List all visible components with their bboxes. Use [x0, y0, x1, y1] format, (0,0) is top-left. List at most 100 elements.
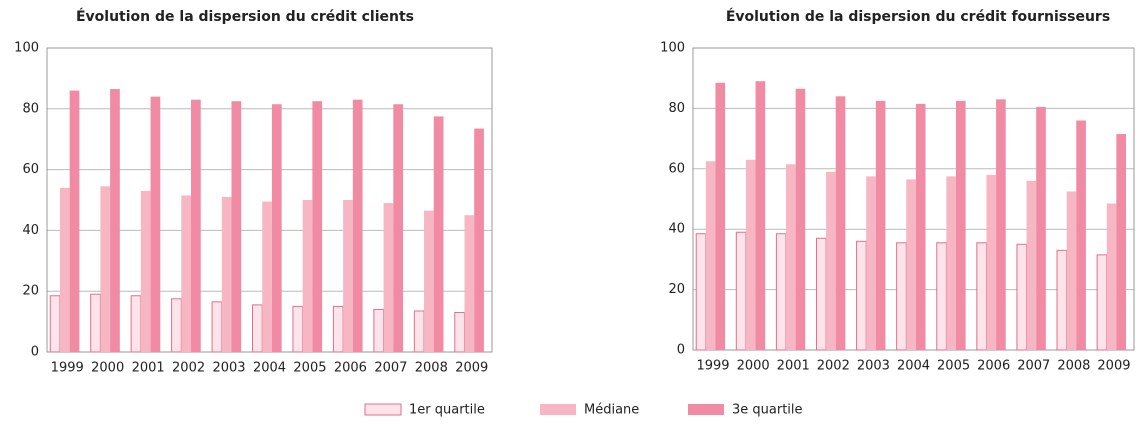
- bar: [130, 295, 142, 353]
- bar: [191, 99, 201, 353]
- bar: [946, 176, 956, 350]
- bar: [181, 195, 192, 352]
- bar: [302, 200, 313, 352]
- y-tick-label: 80: [668, 101, 685, 116]
- bar: [332, 305, 344, 353]
- bar: [1016, 243, 1028, 351]
- y-tick-label: 40: [22, 223, 39, 238]
- bar: [695, 233, 707, 351]
- legend-swatch: [688, 404, 724, 415]
- x-tick-label: 2007: [1017, 359, 1050, 374]
- bar: [875, 100, 886, 350]
- x-tick-label: 2009: [1097, 359, 1130, 374]
- bar: [735, 231, 747, 351]
- bar: [1066, 191, 1077, 350]
- bar: [1056, 249, 1068, 351]
- y-tick-label: 100: [14, 41, 39, 56]
- legend-label: Médiane: [584, 403, 639, 418]
- bar: [343, 200, 353, 352]
- bar: [433, 116, 444, 353]
- bar: [464, 215, 475, 352]
- bar: [262, 201, 272, 352]
- x-tick-label: 2008: [415, 361, 448, 376]
- x-tick-label: 2007: [374, 361, 407, 376]
- bar: [786, 164, 796, 350]
- bar: [866, 176, 876, 350]
- x-tick-label: 2001: [777, 359, 810, 374]
- bar: [976, 242, 987, 351]
- x-tick-label: 2002: [172, 361, 205, 376]
- x-tick-label: 2005: [937, 359, 970, 374]
- x-tick-label: 2009: [455, 361, 488, 376]
- chart-title: Évolution de la dispersion du crédit cli…: [76, 8, 414, 25]
- x-tick-label: 2006: [977, 359, 1010, 374]
- bar: [90, 293, 101, 353]
- x-tick-label: 2004: [253, 361, 286, 376]
- bar: [996, 99, 1006, 350]
- bar: [100, 186, 111, 352]
- bar: [171, 298, 182, 353]
- bar: [140, 190, 151, 352]
- y-tick-label: 40: [668, 222, 685, 237]
- bar: [413, 310, 425, 353]
- bar: [856, 240, 867, 351]
- bar: [915, 103, 926, 351]
- bar: [221, 196, 232, 352]
- legend-swatch: [540, 404, 576, 415]
- y-tick-label: 0: [31, 345, 39, 360]
- x-tick-label: 2000: [91, 361, 124, 376]
- bar: [715, 82, 726, 350]
- bar: [986, 174, 997, 350]
- bar: [896, 242, 907, 351]
- bar: [795, 88, 806, 351]
- x-tick-label: 2006: [334, 361, 367, 376]
- bar: [1026, 180, 1037, 350]
- y-tick-label: 100: [660, 41, 685, 56]
- x-tick-label: 2004: [897, 359, 930, 374]
- bar: [906, 179, 916, 350]
- bar: [1106, 203, 1117, 350]
- bar: [936, 242, 947, 351]
- x-tick-label: 2003: [857, 359, 890, 374]
- bar: [424, 210, 434, 352]
- bar: [474, 128, 484, 352]
- legend-label: 1er quartile: [409, 403, 485, 418]
- x-tick-label: 2008: [1057, 359, 1090, 374]
- bar: [373, 308, 385, 353]
- chart-title: Évolution de la dispersion du crédit fou…: [726, 8, 1110, 25]
- bar: [955, 100, 966, 350]
- bar: [826, 171, 836, 350]
- bar: [211, 301, 223, 353]
- bar: [231, 101, 242, 352]
- bar: [454, 311, 465, 353]
- bar: [150, 96, 161, 352]
- bar: [1096, 254, 1108, 351]
- bar: [755, 81, 766, 350]
- y-tick-label: 60: [668, 161, 685, 176]
- x-tick-label: 2001: [132, 361, 165, 376]
- y-tick-label: 0: [677, 343, 685, 358]
- x-tick-label: 2005: [293, 361, 326, 376]
- x-tick-label: 2000: [737, 359, 770, 374]
- bar: [312, 101, 323, 352]
- bar: [383, 203, 394, 352]
- x-tick-label: 1999: [51, 361, 84, 376]
- bar: [1116, 134, 1126, 350]
- bar: [835, 96, 846, 350]
- bar: [110, 89, 120, 352]
- y-tick-label: 20: [22, 284, 39, 299]
- x-tick-label: 2003: [212, 361, 245, 376]
- legend-swatch: [364, 403, 402, 416]
- bar: [393, 104, 403, 353]
- bar: [745, 159, 756, 350]
- bar: [775, 233, 787, 351]
- bar: [1076, 120, 1086, 350]
- legend-label: 3e quartile: [732, 403, 803, 418]
- bar: [292, 305, 304, 353]
- bar: [271, 104, 282, 353]
- bar: [705, 161, 716, 350]
- bar: [59, 187, 70, 352]
- bar: [69, 90, 80, 352]
- bar: [815, 237, 827, 351]
